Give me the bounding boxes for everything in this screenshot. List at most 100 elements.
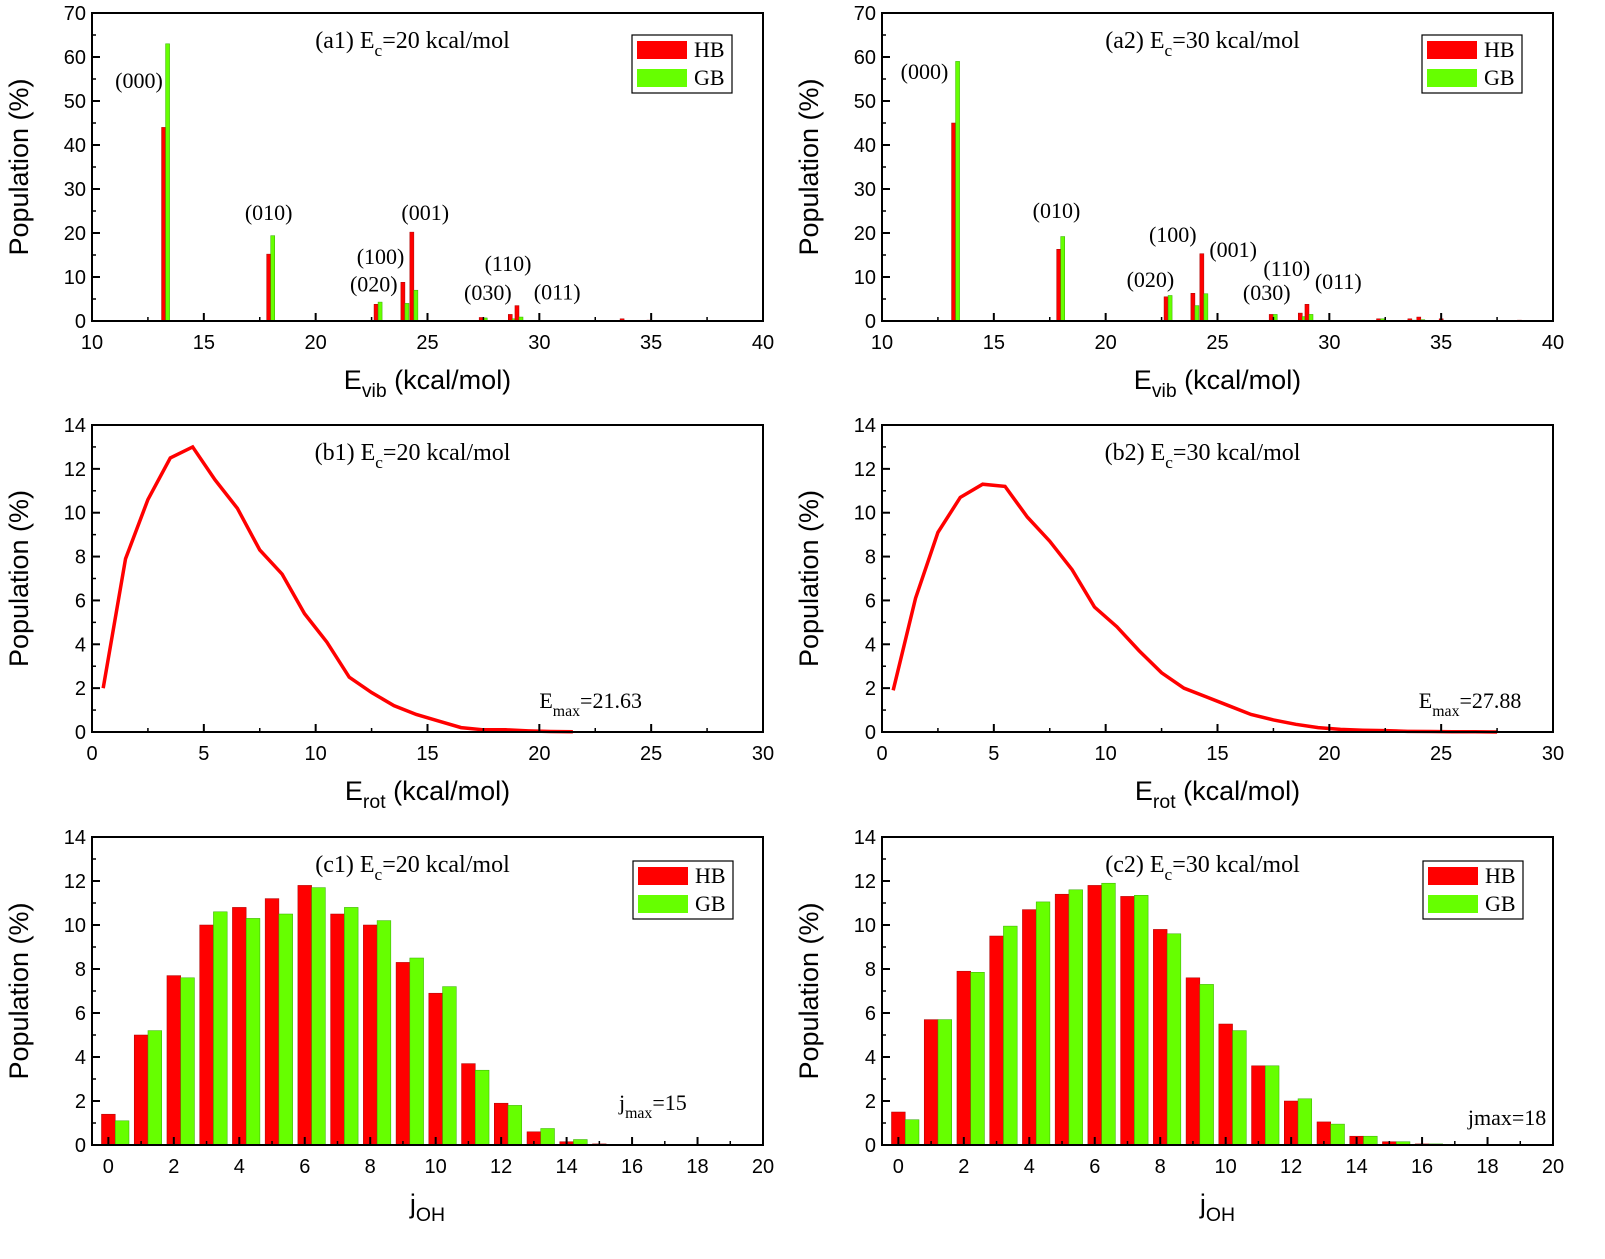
xtick-label: 40 bbox=[1542, 332, 1564, 354]
ytick-label: 40 bbox=[64, 135, 86, 157]
bar-hb-2 bbox=[166, 975, 181, 1146]
ytick-label: 14 bbox=[854, 827, 876, 849]
max-annotation: jmax=18 bbox=[1467, 1105, 1546, 1130]
xtick-label: 12 bbox=[490, 1156, 512, 1178]
ytick-label: 2 bbox=[75, 678, 86, 700]
state-label: (001) bbox=[1209, 237, 1257, 262]
max-annotation-sub: max bbox=[625, 1105, 652, 1122]
ytick-label: 20 bbox=[854, 223, 876, 245]
panel-title: (c2) Ec=30 kcal/mol bbox=[1105, 852, 1300, 884]
bar-gb-1 bbox=[1060, 236, 1065, 322]
ytick-label: 0 bbox=[75, 722, 86, 744]
ytick-label: 12 bbox=[64, 459, 86, 481]
panel-c2: 0 2 4 6 8 10 12 14 0 2 4 6 8 10 12 14 16 18 20 jOH Populatio… bbox=[794, 827, 1564, 1226]
xtick-label: 10 bbox=[1215, 1156, 1237, 1178]
legend-label-gb: GB bbox=[1484, 65, 1515, 90]
ytick-label: 8 bbox=[865, 959, 876, 981]
max-annotation-rest: =21.63 bbox=[580, 688, 642, 713]
ytick-label: 10 bbox=[64, 503, 86, 525]
x-axis-label: jOH bbox=[409, 1189, 445, 1226]
xtick-label: 18 bbox=[686, 1156, 708, 1178]
bar-hb-6 bbox=[297, 885, 312, 1146]
ytick-label: 14 bbox=[64, 827, 86, 849]
bar-hb-7 bbox=[514, 305, 520, 322]
bar-hb-6 bbox=[1087, 885, 1102, 1146]
x-axis-label-rest: (kcal/mol) bbox=[1176, 776, 1301, 806]
xtick-label: 0 bbox=[876, 743, 887, 765]
bar-gb-0 bbox=[904, 1119, 920, 1146]
max-annotation-sub: max bbox=[553, 703, 580, 720]
xtick-label: 10 bbox=[305, 743, 327, 765]
xtick-label: 25 bbox=[416, 332, 438, 354]
xtick-label: 0 bbox=[103, 1156, 114, 1178]
ytick-label: 14 bbox=[854, 415, 876, 437]
panel-title-sub: c bbox=[1165, 453, 1173, 472]
max-annotation-main: E bbox=[1419, 688, 1432, 713]
xtick-label: 30 bbox=[1318, 332, 1340, 354]
x-axis-label-sub: rot bbox=[363, 791, 386, 813]
x-axis-label: Evib (kcal/mol) bbox=[344, 365, 511, 402]
bar-hb-10 bbox=[1218, 1023, 1233, 1146]
xtick-label: 4 bbox=[234, 1156, 245, 1178]
state-label: (011) bbox=[534, 279, 581, 304]
legend-label-gb: GB bbox=[695, 891, 726, 916]
legend-label-hb: HB bbox=[694, 37, 725, 62]
bar-hb-7 bbox=[1120, 896, 1135, 1146]
ytick-label: 6 bbox=[75, 1003, 86, 1025]
bar-gb-10 bbox=[442, 986, 457, 1146]
bar-gb-12 bbox=[507, 1105, 523, 1146]
bar-gb-11 bbox=[475, 1069, 490, 1146]
max-annotation: Emax=21.63 bbox=[539, 688, 642, 720]
bar-gb-0 bbox=[114, 1120, 130, 1146]
legend-swatch-hb bbox=[1427, 41, 1477, 59]
bar-gb-7 bbox=[344, 907, 359, 1146]
bar-gb-1 bbox=[270, 235, 275, 322]
panel-title-sub: c bbox=[375, 865, 383, 884]
xtick-label: 20 bbox=[1318, 743, 1340, 765]
ytick-label: 4 bbox=[865, 1047, 876, 1069]
xtick-label: 35 bbox=[1430, 332, 1452, 354]
bar-hb-7 bbox=[330, 913, 345, 1146]
bar-hb-9 bbox=[1185, 977, 1201, 1146]
legend-swatch-gb bbox=[638, 895, 688, 913]
panel-title: (a2) Ec=30 kcal/mol bbox=[1105, 28, 1300, 60]
bar-gb-3 bbox=[1003, 925, 1018, 1146]
x-axis-label-main: E bbox=[1135, 776, 1153, 806]
state-label: (020) bbox=[350, 272, 398, 297]
xtick-label: 14 bbox=[1345, 1156, 1367, 1178]
bar-gb-5 bbox=[1068, 889, 1083, 1146]
legend-label-gb: GB bbox=[1485, 891, 1516, 916]
bar-hb-5 bbox=[264, 898, 280, 1146]
xtick-label: 0 bbox=[893, 1156, 904, 1178]
ytick-label: 20 bbox=[64, 223, 86, 245]
bar-gb-3 bbox=[1194, 305, 1200, 322]
x-axis-label-main: j bbox=[409, 1189, 416, 1219]
panel-title-main: (a2) E bbox=[1105, 28, 1164, 54]
xtick-label: 6 bbox=[1089, 1156, 1100, 1178]
state-label: (110) bbox=[485, 251, 532, 276]
bar-hb-9 bbox=[395, 962, 411, 1146]
ytick-label: 10 bbox=[854, 915, 876, 937]
bar-hb-11 bbox=[1251, 1065, 1266, 1146]
x-axis-label-main: E bbox=[344, 365, 362, 395]
xtick-label: 30 bbox=[528, 332, 550, 354]
legend-label-hb: HB bbox=[1484, 37, 1515, 62]
legend-swatch-hb bbox=[638, 867, 688, 885]
xtick-label: 30 bbox=[1542, 743, 1564, 765]
bar-gb-1 bbox=[937, 1019, 952, 1146]
ytick-label: 2 bbox=[865, 678, 876, 700]
bar-hb-11 bbox=[461, 1063, 476, 1146]
bar-hb-2 bbox=[373, 304, 379, 322]
x-axis-label-sub: OH bbox=[416, 1204, 445, 1226]
ytick-label: 30 bbox=[64, 179, 86, 201]
ytick-label: 10 bbox=[854, 503, 876, 525]
ytick-label: 8 bbox=[865, 547, 876, 569]
ytick-label: 4 bbox=[75, 1047, 86, 1069]
bar-gb-14 bbox=[1363, 1135, 1378, 1146]
ytick-label: 0 bbox=[75, 1135, 86, 1157]
state-label: (001) bbox=[401, 200, 449, 225]
x-axis-label: Erot (kcal/mol) bbox=[345, 776, 510, 813]
x-axis-label: Erot (kcal/mol) bbox=[1135, 776, 1300, 813]
xtick-label: 18 bbox=[1476, 1156, 1498, 1178]
